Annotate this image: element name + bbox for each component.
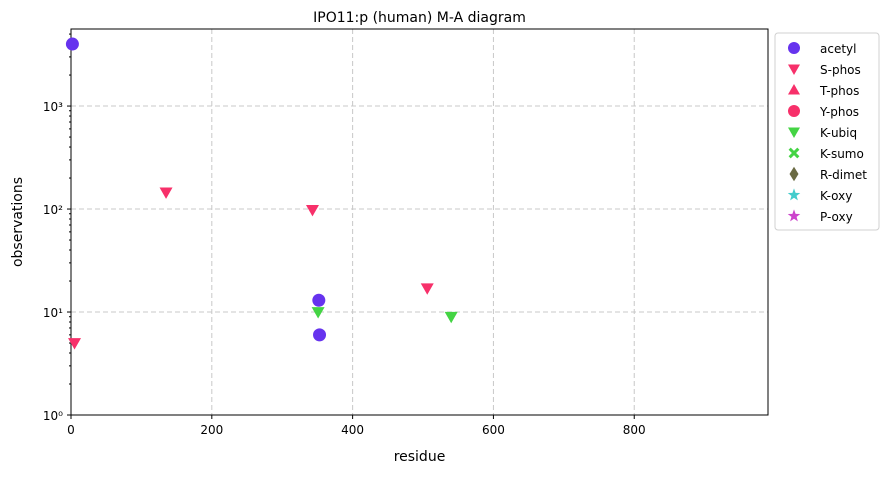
data-point-s-phos	[68, 338, 82, 350]
data-point-k-ubiq	[444, 311, 458, 324]
x-tick-label: 800	[623, 423, 646, 437]
legend-marker-k-sumo	[788, 147, 800, 159]
legend-marker-acetyl	[788, 42, 800, 54]
legend-marker-k-ubiq	[788, 127, 800, 138]
y-tick-label: 10⁰	[43, 409, 63, 423]
legend-label-k-oxy: K-oxy	[820, 189, 852, 203]
x-tick-label: 600	[482, 423, 505, 437]
y-tick-label: 10³	[43, 100, 63, 114]
legend-marker-s-phos	[788, 64, 800, 75]
legend-label-y-phos: Y-phos	[819, 105, 859, 119]
x-tick-label: 400	[341, 423, 364, 437]
legend-label-k-sumo: K-sumo	[820, 147, 864, 161]
legend: acetyl S-phos T-phos Y-phos K-ubiq K-sumo R-di…	[774, 32, 880, 231]
legend-marker-y-phos	[788, 105, 800, 117]
legend-label-acetyl: acetyl	[820, 42, 856, 56]
grid-lines	[71, 29, 768, 415]
y-axis-label: observations	[10, 177, 26, 267]
legend-label-k-ubiq: K-ubiq	[820, 126, 857, 140]
data-point-s-phos	[305, 205, 319, 217]
data-point-s-phos	[420, 283, 434, 295]
data-point-acetyl	[313, 328, 327, 342]
data-point-acetyl	[312, 293, 326, 307]
data-point-k-ubiq	[311, 307, 325, 319]
legend-label-r-dimet: R-dimet	[820, 168, 867, 182]
data-point-acetyl	[65, 37, 79, 51]
legend-marker-k-oxy	[787, 188, 801, 201]
legend-marker-r-dimet	[789, 166, 799, 182]
data-point-s-phos	[159, 187, 173, 199]
y-tick-label: 10¹	[43, 306, 63, 320]
legend-label-p-oxy: P-oxy	[820, 210, 853, 224]
axis-ticks: 0 200 400 600 800 10⁰ 10¹ 10² 10³	[43, 33, 646, 437]
legend-label-s-phos: S-phos	[820, 63, 861, 77]
data-points	[65, 37, 458, 350]
legend-marker-p-oxy	[787, 209, 801, 222]
chart-title: IPO11:p (human) M-A diagram	[313, 10, 526, 26]
y-tick-label: 10²	[43, 203, 63, 217]
x-tick-label: 0	[67, 423, 75, 437]
legend-box	[774, 32, 880, 231]
x-tick-label: 200	[200, 423, 223, 437]
legend-label-t-phos: T-phos	[819, 84, 859, 98]
x-axis-label: residue	[394, 449, 446, 465]
plot-area-frame	[70, 28, 769, 416]
legend-marker-t-phos	[788, 84, 800, 95]
